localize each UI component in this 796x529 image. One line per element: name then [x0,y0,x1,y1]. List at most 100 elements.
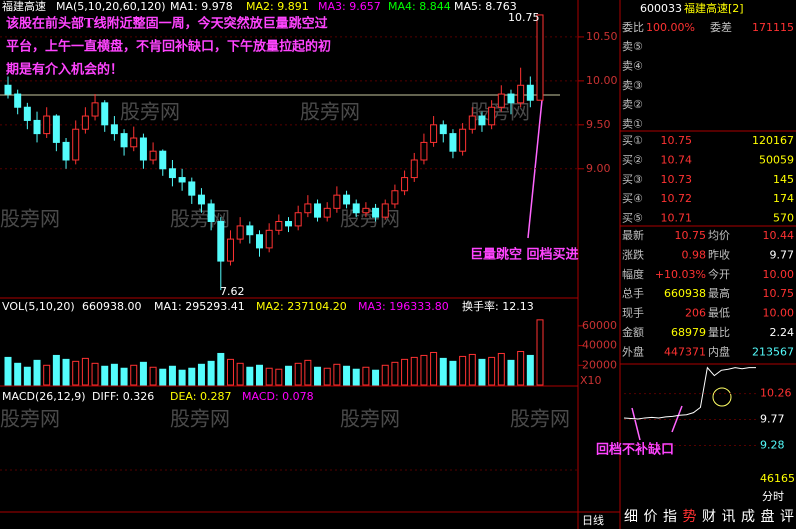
label: 100.00% [646,21,695,34]
candle-body [236,225,244,240]
volume-bar [226,358,234,386]
volume-bar [381,364,389,386]
label: 外盘 [622,344,644,358]
label: MA1: 295293.41 [154,300,245,313]
label: 10.75 [508,11,540,24]
tab[interactable]: 盘 [761,508,775,525]
volume-bar [236,362,244,386]
volume-bar [72,360,80,386]
label: VOL(5,10,20) [2,300,75,313]
label: 68979 [671,326,706,339]
candle-body [130,137,138,148]
gap-label: 巨量跳空 回档买进 [470,247,579,263]
candle-body [139,137,147,161]
label: 幅度 [622,267,644,281]
volume-bar [449,360,457,386]
candle-body [33,119,41,135]
annotation: 该股在前头部T线附近整固一周，今天突然放巨量跳空过 [6,16,328,32]
label: 涨跌 [622,247,644,261]
candle-body [91,102,99,117]
candle-body [401,177,409,192]
label: MA2: 237104.20 [256,300,347,313]
label: 10.75 [675,229,707,242]
candle-body [275,221,283,231]
candle-body [255,234,263,249]
candle-body [352,203,360,214]
volume-bar [62,358,70,386]
candle-body [188,181,196,196]
volume-bar [101,365,109,386]
candle-body [197,194,205,205]
label: 卖③ [622,79,643,92]
volume-bar [372,369,380,386]
label: 10.72 [661,192,693,205]
label: 委比 [622,21,644,34]
label: MA(5,10,20,60,120) [56,0,166,13]
volume-bar [410,356,418,386]
volume-bar [43,364,51,386]
candle-body [159,150,167,170]
volume-bar [507,359,515,386]
tab[interactable]: 指 [663,509,677,525]
candle-body [43,115,51,135]
volume-bar [110,363,118,386]
label: MACD: 0.078 [242,390,314,403]
label: DIFF: 0.326 [92,390,154,403]
candle-body [314,203,322,218]
label: MA2: 9.891 [246,0,309,13]
label: 46165 [760,472,795,485]
tab[interactable]: 财 [702,509,716,525]
volume-bar [323,367,331,386]
volume-bar [517,350,525,386]
volume-bar [352,368,360,386]
volume-bar [197,363,205,386]
tab[interactable]: 价 [644,509,658,525]
label: 174 [773,192,794,205]
label: X10 [580,374,602,387]
annotation: 平台，上午一直横盘，不肯回补缺口，下午放量拉起的初 [6,39,331,55]
candle-body [23,106,31,121]
tab[interactable]: 讯 [722,509,736,525]
tab[interactable]: 细 [624,509,638,525]
volume-bar [255,364,263,386]
watermark: 股旁网 [170,407,230,431]
volume-bar [536,319,544,386]
label: 10.00 [763,307,795,320]
label: 7.62 [220,285,245,298]
volume-bar [439,357,447,386]
candle-body [391,190,399,205]
label: 均价 [708,229,730,242]
volume-bar [497,352,505,386]
tab[interactable]: 势 [683,509,697,525]
tab[interactable]: 评 [780,509,794,525]
label: 福建高速[2] [684,1,744,15]
candle-body [14,93,22,108]
label: 10.75 [763,287,795,300]
volume-bar [314,366,322,386]
candle-body [246,225,254,236]
volume-bar [246,366,254,386]
candle-body [81,115,89,130]
label: 现手 [622,306,644,320]
label: 买③ [622,173,643,186]
label: MA3: 9.657 [318,0,381,13]
label: DEA: 0.287 [170,390,231,403]
candle-body [110,124,118,135]
arrow [671,405,683,433]
label: 10.75 [661,134,693,147]
candle-body [52,115,60,143]
watermark: 股旁网 [340,407,400,431]
watermark: 股旁网 [340,207,400,231]
volume-bar [4,356,12,386]
label: 120167 [752,134,794,147]
candle-body [120,133,128,148]
volume-bar [333,363,341,386]
label: 金额 [622,325,644,339]
volume-bar [478,358,486,386]
label: 最高 [708,286,730,300]
candle-body [323,207,331,218]
candle-body [62,141,70,161]
volume-bar [294,362,302,386]
tab[interactable]: 成 [741,509,755,525]
